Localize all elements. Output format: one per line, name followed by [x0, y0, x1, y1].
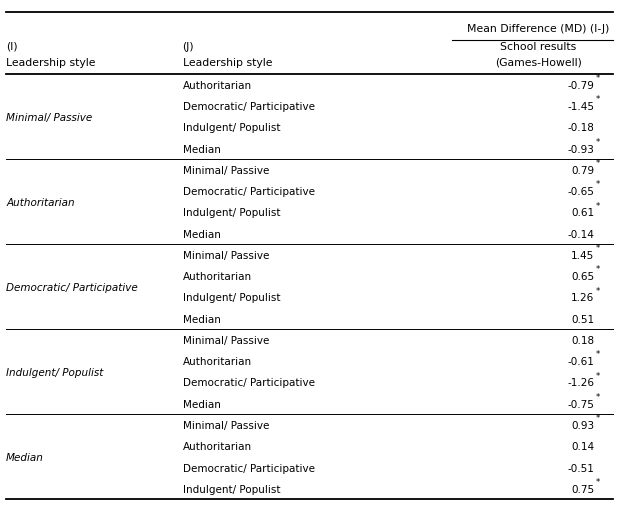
Text: -0.18: -0.18	[568, 123, 594, 133]
Text: -0.75: -0.75	[568, 399, 594, 409]
Text: 0.18: 0.18	[571, 335, 594, 345]
Text: Minimal/ Passive: Minimal/ Passive	[183, 420, 269, 430]
Text: -0.79: -0.79	[568, 81, 594, 91]
Text: Indulgent/ Populist: Indulgent/ Populist	[183, 123, 280, 133]
Text: *: *	[595, 392, 600, 401]
Text: *: *	[595, 265, 600, 274]
Text: 0.65: 0.65	[571, 272, 594, 282]
Text: Median: Median	[183, 229, 220, 239]
Text: Democratic/ Participative: Democratic/ Participative	[183, 187, 314, 197]
Text: *: *	[595, 201, 600, 210]
Text: (I): (I)	[6, 41, 18, 52]
Text: *: *	[595, 180, 600, 189]
Text: Indulgent/ Populist: Indulgent/ Populist	[183, 293, 280, 303]
Text: Minimal/ Passive: Minimal/ Passive	[183, 166, 269, 176]
Text: 1.45: 1.45	[571, 250, 594, 261]
Text: 0.14: 0.14	[571, 441, 594, 451]
Text: Authoritarian: Authoritarian	[183, 81, 252, 91]
Text: Minimal/ Passive: Minimal/ Passive	[183, 250, 269, 261]
Text: Democratic/ Participative: Democratic/ Participative	[183, 463, 314, 473]
Text: *: *	[595, 349, 600, 359]
Text: Authoritarian: Authoritarian	[183, 441, 252, 451]
Text: Democratic/ Participative: Democratic/ Participative	[6, 282, 138, 292]
Text: Indulgent/ Populist: Indulgent/ Populist	[183, 484, 280, 494]
Text: 0.93: 0.93	[571, 420, 594, 430]
Text: Minimal/ Passive: Minimal/ Passive	[183, 335, 269, 345]
Text: -1.26: -1.26	[567, 378, 594, 388]
Text: Authoritarian: Authoritarian	[183, 272, 252, 282]
Text: 0.75: 0.75	[571, 484, 594, 494]
Text: Median: Median	[6, 452, 44, 462]
Text: Democratic/ Participative: Democratic/ Participative	[183, 378, 314, 388]
Text: (J): (J)	[183, 41, 194, 52]
Text: -0.61: -0.61	[568, 357, 594, 367]
Text: Authoritarian: Authoritarian	[6, 197, 75, 208]
Text: 1.26: 1.26	[571, 293, 594, 303]
Text: Minimal/ Passive: Minimal/ Passive	[6, 113, 92, 123]
Text: Leadership style: Leadership style	[183, 58, 272, 68]
Text: -1.45: -1.45	[567, 102, 594, 112]
Text: Median: Median	[183, 144, 220, 155]
Text: 0.79: 0.79	[571, 166, 594, 176]
Text: -0.51: -0.51	[568, 463, 594, 473]
Text: *: *	[595, 371, 600, 380]
Text: Mean Difference (MD) (I-J): Mean Difference (MD) (I-J)	[467, 24, 610, 33]
Text: *: *	[595, 159, 600, 168]
Text: -0.65: -0.65	[568, 187, 594, 197]
Text: 0.61: 0.61	[571, 208, 594, 218]
Text: Median: Median	[183, 314, 220, 324]
Text: Authoritarian: Authoritarian	[183, 357, 252, 367]
Text: *: *	[595, 286, 600, 295]
Text: School results: School results	[500, 41, 577, 52]
Text: *: *	[595, 95, 600, 104]
Text: Indulgent/ Populist: Indulgent/ Populist	[183, 208, 280, 218]
Text: *: *	[595, 74, 600, 83]
Text: -0.14: -0.14	[568, 229, 594, 239]
Text: *: *	[595, 413, 600, 422]
Text: (Games-Howell): (Games-Howell)	[495, 58, 582, 68]
Text: *: *	[595, 477, 600, 486]
Text: *: *	[595, 243, 600, 252]
Text: *: *	[595, 137, 600, 146]
Text: Indulgent/ Populist: Indulgent/ Populist	[6, 367, 103, 377]
Text: Median: Median	[183, 399, 220, 409]
Text: Democratic/ Participative: Democratic/ Participative	[183, 102, 314, 112]
Text: -0.93: -0.93	[568, 144, 594, 155]
Text: Leadership style: Leadership style	[6, 58, 96, 68]
Text: 0.51: 0.51	[571, 314, 594, 324]
